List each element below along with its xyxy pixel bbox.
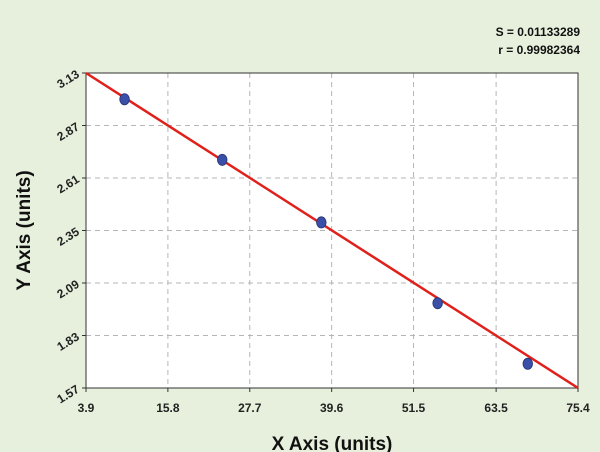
y-axis-title: Y Axis (units): [14, 170, 35, 290]
x-tick-label: 39.6: [320, 401, 344, 415]
scatter-points: [119, 93, 533, 370]
x-tick-label: 63.5: [484, 401, 508, 415]
y-tick-label: 2.61: [54, 172, 82, 196]
x-axis-title: X Axis (units): [272, 434, 393, 452]
s-statistic: S = 0.01133289: [496, 25, 581, 39]
data-point: [316, 216, 327, 229]
x-tick-label: 51.5: [402, 401, 426, 415]
x-tick-label: 27.7: [238, 401, 262, 415]
data-point: [432, 297, 443, 310]
x-tick-label: 15.8: [156, 401, 180, 415]
data-point: [217, 153, 228, 166]
y-tick-label: 3.13: [54, 67, 82, 91]
data-point: [522, 357, 533, 370]
fit-line-layer: [85, 71, 579, 390]
x-tick-label: 75.4: [566, 401, 590, 415]
r-statistic: r = 0.99982364: [498, 43, 580, 57]
data-point: [119, 93, 130, 106]
y-tick-label: 2.35: [54, 224, 82, 248]
y-tick-label: 2.87: [54, 119, 82, 143]
fit-line: [85, 71, 579, 390]
y-tick-label: 2.09: [54, 277, 82, 301]
x-tick-label: 3.9: [78, 401, 95, 415]
y-tick-label: 1.83: [54, 329, 82, 353]
